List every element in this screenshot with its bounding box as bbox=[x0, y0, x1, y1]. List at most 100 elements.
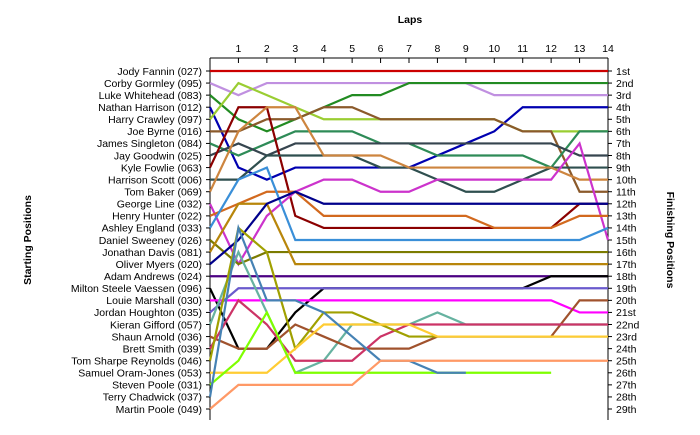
starting-position-label: George Line (032) bbox=[117, 199, 202, 211]
lap-tick-label: 13 bbox=[574, 43, 586, 55]
driver-series-line bbox=[209, 310, 552, 386]
left-axis-title: Starting Positions bbox=[22, 195, 34, 285]
x-axis-title: Laps bbox=[398, 14, 423, 26]
lap-tick-label: 9 bbox=[463, 43, 469, 55]
starting-position-label: James Singleton (084) bbox=[97, 138, 202, 150]
starting-position-label: Milton Steele Vaessen (096) bbox=[71, 283, 202, 295]
lap-tick-label: 11 bbox=[517, 43, 528, 55]
finishing-position-label: 26th bbox=[616, 368, 637, 380]
driver-series-line bbox=[209, 359, 608, 410]
driver-series-line bbox=[209, 130, 608, 169]
driver-series-line bbox=[209, 202, 608, 266]
finishing-position-label: 10th bbox=[616, 174, 637, 186]
lap-tick-label: 14 bbox=[602, 43, 614, 55]
finishing-position-label: 16th bbox=[616, 247, 637, 259]
right-axis-title: Finishing Positions bbox=[664, 192, 676, 289]
starting-position-label: Jody Fannin (027) bbox=[117, 66, 202, 78]
driver-series-line bbox=[209, 141, 610, 267]
starting-position-label: Corby Gormley (095) bbox=[104, 78, 202, 90]
starting-position-label: Oliver Myers (020) bbox=[116, 259, 202, 271]
starting-position-label: Jordan Houghton (035) bbox=[94, 307, 202, 319]
driver-series-line bbox=[210, 323, 608, 374]
lap-tick-label: 8 bbox=[435, 43, 441, 55]
finishing-position-label: 6th bbox=[616, 126, 631, 138]
series-layer bbox=[208, 69, 610, 410]
finishing-position-label: 24th bbox=[616, 343, 637, 355]
driver-series-line bbox=[208, 249, 608, 375]
finishing-position-label: 11th bbox=[616, 187, 636, 199]
driver-series-line bbox=[210, 106, 608, 193]
finishing-position-label: 15th bbox=[616, 235, 637, 247]
driver-series-line bbox=[209, 287, 608, 314]
starting-position-label: Terry Chadwick (037) bbox=[103, 392, 202, 404]
starting-position-label: Tom Baker (069) bbox=[124, 187, 202, 199]
starting-position-label: Jay Goodwin (025) bbox=[114, 150, 202, 162]
lap-tick-label: 7 bbox=[406, 43, 412, 55]
lap-tick-label: 12 bbox=[545, 43, 557, 55]
finishing-position-label: 5th bbox=[616, 114, 631, 126]
finishing-position-label: 28th bbox=[616, 392, 637, 404]
driver-series-line bbox=[209, 142, 608, 157]
driver-series-line bbox=[209, 239, 608, 266]
finishing-position-label: 13th bbox=[616, 211, 637, 223]
lap-tick-label: 2 bbox=[264, 43, 270, 55]
finishing-position-label: 29th bbox=[616, 404, 637, 416]
starting-position-label: Nathan Harrison (012) bbox=[98, 102, 202, 114]
driver-series-line bbox=[209, 81, 608, 133]
starting-position-label: Ashley England (033) bbox=[102, 223, 202, 235]
finishing-position-label: 4th bbox=[616, 102, 631, 114]
starting-position-label: Louie Marshall (030) bbox=[106, 295, 202, 307]
starting-position-label: Martin Poole (049) bbox=[116, 404, 202, 416]
starting-position-label: Joe Byrne (016) bbox=[127, 126, 202, 138]
starting-position-label: Steven Poole (031) bbox=[112, 380, 202, 392]
starting-position-label: Shaun Arnold (036) bbox=[112, 331, 202, 343]
finishing-position-label: 19th bbox=[616, 283, 637, 295]
driver-series-line bbox=[209, 275, 608, 350]
finishing-position-label: 8th bbox=[616, 150, 631, 162]
driver-series-line bbox=[210, 299, 608, 314]
finishing-position-label: 21st bbox=[616, 307, 636, 319]
starting-position-label: Harry Crawley (097) bbox=[108, 114, 202, 126]
starting-position-label: Luke Whitehead (083) bbox=[99, 90, 202, 102]
finishing-position-label: 22nd bbox=[616, 319, 640, 331]
lap-tick-label: 6 bbox=[378, 43, 384, 55]
finishing-position-label: 2nd bbox=[616, 78, 634, 90]
starting-position-label: Kieran Gifford (057) bbox=[110, 319, 202, 331]
driver-series-line bbox=[208, 223, 466, 398]
starting-position-label: Henry Hunter (022) bbox=[112, 211, 202, 223]
starting-position-label: Samuel Oram-Jones (053) bbox=[78, 368, 202, 380]
driver-series-line bbox=[209, 81, 608, 97]
finishing-position-label: 17th bbox=[616, 259, 637, 271]
driver-series-line bbox=[209, 298, 608, 362]
finishing-position-label: 25th bbox=[616, 356, 637, 368]
lap-tick-label: 10 bbox=[488, 43, 500, 55]
driver-series-line bbox=[208, 225, 608, 361]
finishing-position-label: 7th bbox=[616, 138, 631, 150]
driver-series-line bbox=[209, 190, 608, 265]
lap-tick-label: 5 bbox=[349, 43, 355, 55]
starting-position-label: Jonathan Davis (081) bbox=[102, 247, 202, 259]
lap-tick-label: 4 bbox=[321, 43, 327, 55]
driver-series-line bbox=[209, 166, 609, 242]
lap-tick-label: 3 bbox=[292, 43, 298, 55]
finishing-position-label: 9th bbox=[616, 162, 631, 174]
lap-tick-label: 1 bbox=[236, 43, 242, 55]
finishing-position-label: 3rd bbox=[616, 90, 631, 102]
finishing-position-label: 12th bbox=[616, 199, 637, 211]
starting-position-label: Daniel Sweeney (026) bbox=[99, 235, 202, 247]
starting-position-label: Kyle Fowlie (063) bbox=[121, 162, 202, 174]
starting-position-label: Harrison Scott (006) bbox=[108, 174, 202, 186]
driver-series-line bbox=[209, 106, 608, 193]
starting-position-label: Adam Andrews (024) bbox=[104, 271, 202, 283]
starting-position-label: Brett Smith (039) bbox=[123, 343, 202, 355]
finishing-position-label: 27th bbox=[616, 380, 637, 392]
finishing-position-label: 23rd bbox=[616, 331, 637, 343]
finishing-position-label: 1st bbox=[616, 66, 630, 78]
finishing-position-label: 18th bbox=[616, 271, 637, 283]
finishing-position-label: 20th bbox=[616, 295, 637, 307]
finishing-position-label: 14th bbox=[616, 223, 637, 235]
starting-position-label: Tom Sharpe Reynolds (046) bbox=[71, 356, 202, 368]
